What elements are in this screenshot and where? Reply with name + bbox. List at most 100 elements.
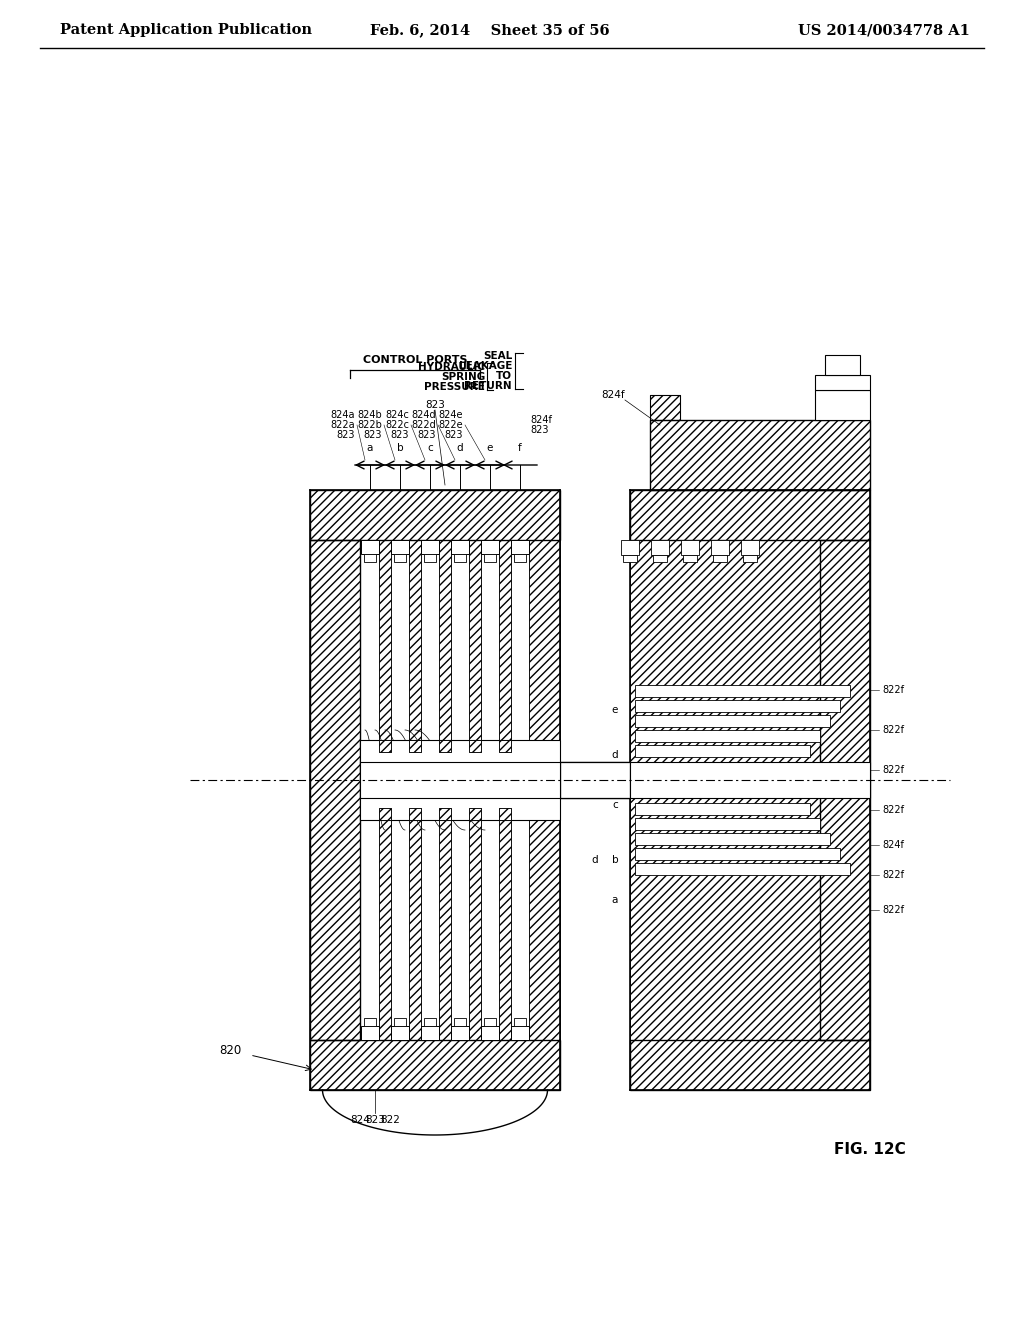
Bar xyxy=(741,540,759,554)
Bar xyxy=(635,744,810,756)
Bar xyxy=(650,420,870,490)
Bar xyxy=(364,554,376,562)
Bar xyxy=(439,741,451,752)
Text: Feb. 6, 2014    Sheet 35 of 56: Feb. 6, 2014 Sheet 35 of 56 xyxy=(371,22,610,37)
Text: RETURN: RETURN xyxy=(464,381,512,391)
Bar xyxy=(379,780,391,1040)
Bar xyxy=(439,808,451,820)
Bar xyxy=(630,490,870,540)
Bar xyxy=(529,780,560,1040)
Bar xyxy=(635,847,840,861)
Text: 823: 823 xyxy=(418,430,436,440)
Text: 822c: 822c xyxy=(385,420,409,430)
Text: 822d: 822d xyxy=(412,420,436,430)
Bar xyxy=(439,540,451,780)
Bar xyxy=(424,1018,436,1026)
Text: c: c xyxy=(427,444,433,453)
Bar xyxy=(310,540,360,1040)
Bar xyxy=(681,540,699,554)
Bar xyxy=(391,540,409,554)
Text: 822: 822 xyxy=(380,1115,400,1125)
Bar xyxy=(421,1026,439,1040)
Text: b: b xyxy=(611,855,618,865)
Text: d: d xyxy=(611,750,618,760)
Bar xyxy=(379,741,391,752)
Bar xyxy=(560,762,630,799)
Bar xyxy=(409,780,421,1040)
Bar xyxy=(529,540,560,780)
Text: 823: 823 xyxy=(364,430,382,440)
Bar xyxy=(481,1026,499,1040)
Bar xyxy=(635,863,850,875)
Text: 823: 823 xyxy=(425,400,445,411)
Bar xyxy=(630,540,820,1040)
Text: 823: 823 xyxy=(337,430,355,440)
Text: d: d xyxy=(457,444,463,453)
Text: 822e: 822e xyxy=(438,420,463,430)
Bar xyxy=(439,780,451,1040)
Text: 824a: 824a xyxy=(331,411,355,420)
Bar xyxy=(379,540,391,780)
Bar xyxy=(469,780,481,1040)
Text: e: e xyxy=(486,444,494,453)
Text: 822f: 822f xyxy=(882,685,904,696)
Bar xyxy=(360,762,560,799)
Text: 822f: 822f xyxy=(882,725,904,735)
Bar xyxy=(469,808,481,820)
Text: 822f: 822f xyxy=(882,766,904,775)
Bar xyxy=(635,818,820,830)
Bar xyxy=(529,780,560,1040)
Text: 823: 823 xyxy=(390,430,409,440)
Bar xyxy=(499,808,511,820)
Bar xyxy=(514,554,526,562)
Bar xyxy=(653,554,667,562)
Bar xyxy=(310,540,360,1040)
Text: a: a xyxy=(611,895,618,906)
Bar xyxy=(499,741,511,752)
Bar xyxy=(379,741,391,752)
Bar xyxy=(511,540,529,554)
Text: 822a: 822a xyxy=(331,420,355,430)
Bar xyxy=(310,1040,560,1090)
Bar xyxy=(630,1040,870,1090)
Bar xyxy=(630,540,820,1040)
Bar xyxy=(469,741,481,752)
Bar xyxy=(711,540,729,554)
Bar xyxy=(651,540,669,554)
Text: 822b: 822b xyxy=(357,420,382,430)
Text: US 2014/0034778 A1: US 2014/0034778 A1 xyxy=(798,22,970,37)
Text: TO: TO xyxy=(496,371,512,381)
Bar xyxy=(499,780,511,1040)
Bar xyxy=(424,554,436,562)
Bar xyxy=(310,1040,560,1090)
Bar xyxy=(469,808,481,820)
Text: 823: 823 xyxy=(366,1115,385,1125)
Text: 824e: 824e xyxy=(438,411,463,420)
Bar xyxy=(630,762,870,799)
Text: 822f: 822f xyxy=(882,870,904,880)
Bar xyxy=(825,355,860,375)
Bar xyxy=(529,540,560,780)
Bar xyxy=(713,554,727,562)
Text: e: e xyxy=(611,705,618,715)
Text: FIG. 12C: FIG. 12C xyxy=(835,1143,906,1158)
Bar xyxy=(469,540,481,780)
Text: 820: 820 xyxy=(219,1044,241,1056)
Bar xyxy=(439,780,451,1040)
Text: 824: 824 xyxy=(350,1115,370,1125)
Bar xyxy=(481,540,499,554)
Text: 824f: 824f xyxy=(530,414,552,425)
Bar xyxy=(379,808,391,820)
Bar xyxy=(469,780,481,1040)
Text: 822f: 822f xyxy=(882,805,904,814)
Bar xyxy=(499,540,511,780)
Bar xyxy=(361,1026,379,1040)
Text: PRESSURE: PRESSURE xyxy=(424,381,485,392)
Text: a: a xyxy=(367,444,373,453)
Bar xyxy=(630,490,870,540)
Bar xyxy=(409,741,421,752)
Text: b: b xyxy=(396,444,403,453)
Bar xyxy=(815,375,870,389)
Text: 824f: 824f xyxy=(601,389,625,400)
Bar xyxy=(743,554,757,562)
